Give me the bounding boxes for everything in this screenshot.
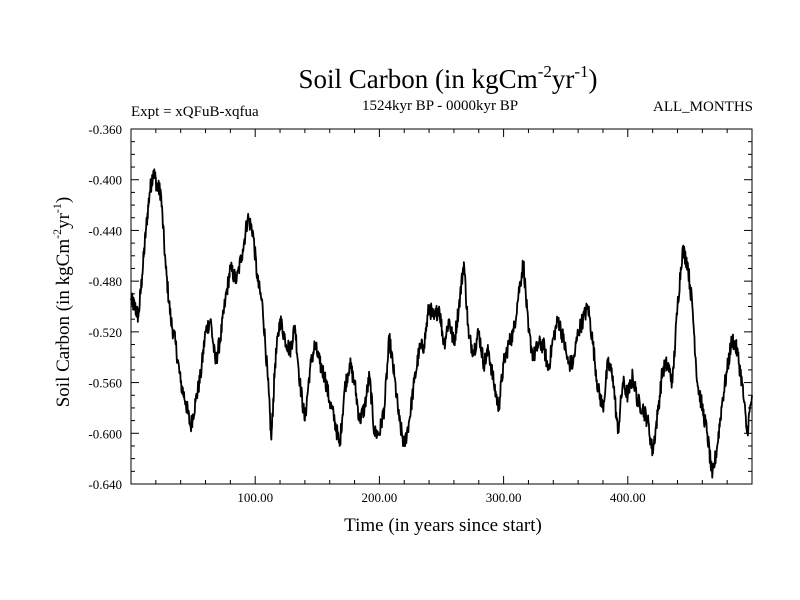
y-tick-label: -0.520 (88, 325, 122, 340)
x-axis-label: Time (in years since start) (344, 515, 542, 536)
y-tick-label: -0.600 (88, 426, 122, 441)
experiment-label: Expt = xQFuB-xqfua (131, 104, 259, 120)
chart-title: Soil Carbon (in kgCm-2yr-1) (298, 62, 597, 94)
x-tick-label: 300.00 (486, 490, 522, 505)
x-tick-label: 200.00 (362, 490, 398, 505)
x-tick-label: 400.00 (610, 490, 646, 505)
time-range-label: 1524kyr BP - 0000kyr BP (362, 98, 518, 114)
y-tick-label: -0.640 (88, 477, 122, 492)
y-tick-label: -0.560 (88, 376, 122, 391)
y-tick-label: -0.440 (88, 223, 122, 238)
y-tick-label: -0.360 (88, 122, 122, 137)
plot-area: 100.00 200.00 300.00 400.00 -0.360 -0.400 -0.4… (88, 122, 753, 505)
x-tick-label: 100.00 (237, 490, 273, 505)
months-label: ALL_MONTHS (653, 99, 753, 115)
data-series-line (130, 168, 753, 479)
y-tick-label: -0.400 (88, 173, 122, 188)
y-tick-label: -0.480 (88, 274, 122, 289)
y-axis-label: Soil Carbon (in kgCm-2yr-1) (50, 197, 74, 408)
